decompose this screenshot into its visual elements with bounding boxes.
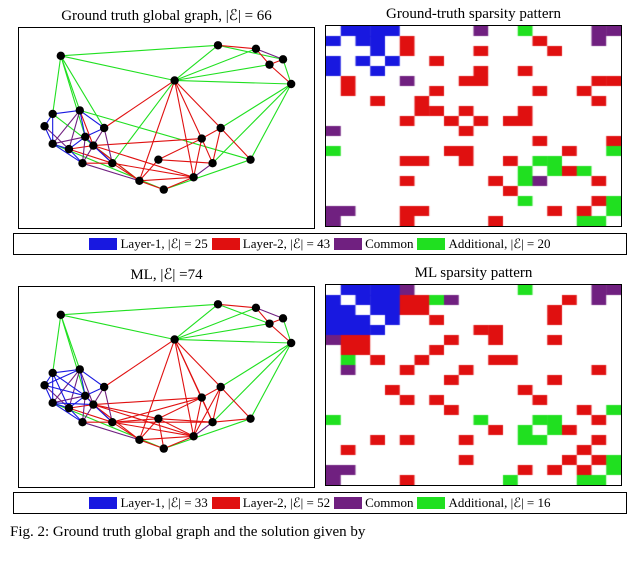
legend-swatch <box>89 238 117 250</box>
legend-entry-layer1: Layer-1, |ℰ| = 33 <box>89 495 207 511</box>
title-ml-sparsity: ML sparsity pattern <box>415 265 533 282</box>
gt-graph-svg <box>18 27 315 229</box>
title-gt-graph: Ground truth global graph, |ℰ| = 66 <box>61 6 272 25</box>
legend-entry-layer2: Layer-2, |ℰ| = 43 <box>212 236 330 252</box>
legend-swatch <box>417 497 445 509</box>
panel-ml-graph: ML, |ℰ| =74 <box>18 265 315 488</box>
ml-sparsity-canvas <box>325 284 622 486</box>
legend-label: Additional, |ℰ| = 20 <box>448 236 550 252</box>
legend-label: Layer-2, |ℰ| = 43 <box>243 236 330 252</box>
legend-label: Layer-2, |ℰ| = 52 <box>243 495 330 511</box>
legend-swatch <box>89 497 117 509</box>
row-top: Ground truth global graph, |ℰ| = 66 Grou… <box>10 6 630 229</box>
panel-ml-sparsity: ML sparsity pattern <box>325 265 622 488</box>
legend-entry-additional: Additional, |ℰ| = 16 <box>417 495 550 511</box>
figure-caption: Fig. 2: Ground truth global graph and th… <box>10 524 630 541</box>
legend-swatch <box>334 238 362 250</box>
row-bot: ML, |ℰ| =74 ML sparsity pattern <box>10 265 630 488</box>
legend-label: Common <box>365 495 413 511</box>
ml-graph-svg <box>18 286 315 488</box>
legend-label: Additional, |ℰ| = 16 <box>448 495 550 511</box>
legend-swatch <box>334 497 362 509</box>
legend-swatch <box>417 238 445 250</box>
legend-entry-common: Common <box>334 495 413 511</box>
legend-top: Layer-1, |ℰ| = 25 Layer-2, |ℰ| = 43 Common… <box>13 233 627 255</box>
figure-container: Ground truth global graph, |ℰ| = 66 Grou… <box>10 6 630 541</box>
legend-label: Common <box>365 236 413 252</box>
legend-bot: Layer-1, |ℰ| = 33 Layer-2, |ℰ| = 52 Common… <box>13 492 627 514</box>
panel-gt-graph: Ground truth global graph, |ℰ| = 66 <box>18 6 315 229</box>
legend-entry-layer2: Layer-2, |ℰ| = 52 <box>212 495 330 511</box>
title-ml-graph: ML, |ℰ| =74 <box>130 265 202 284</box>
legend-label: Layer-1, |ℰ| = 33 <box>120 495 207 511</box>
legend-swatch <box>212 497 240 509</box>
gt-sparsity-canvas <box>325 25 622 227</box>
legend-label: Layer-1, |ℰ| = 25 <box>120 236 207 252</box>
legend-entry-layer1: Layer-1, |ℰ| = 25 <box>89 236 207 252</box>
title-gt-sparsity: Ground-truth sparsity pattern <box>386 6 561 23</box>
legend-entry-additional: Additional, |ℰ| = 20 <box>417 236 550 252</box>
panel-gt-sparsity: Ground-truth sparsity pattern <box>325 6 622 229</box>
legend-swatch <box>212 238 240 250</box>
legend-entry-common: Common <box>334 236 413 252</box>
